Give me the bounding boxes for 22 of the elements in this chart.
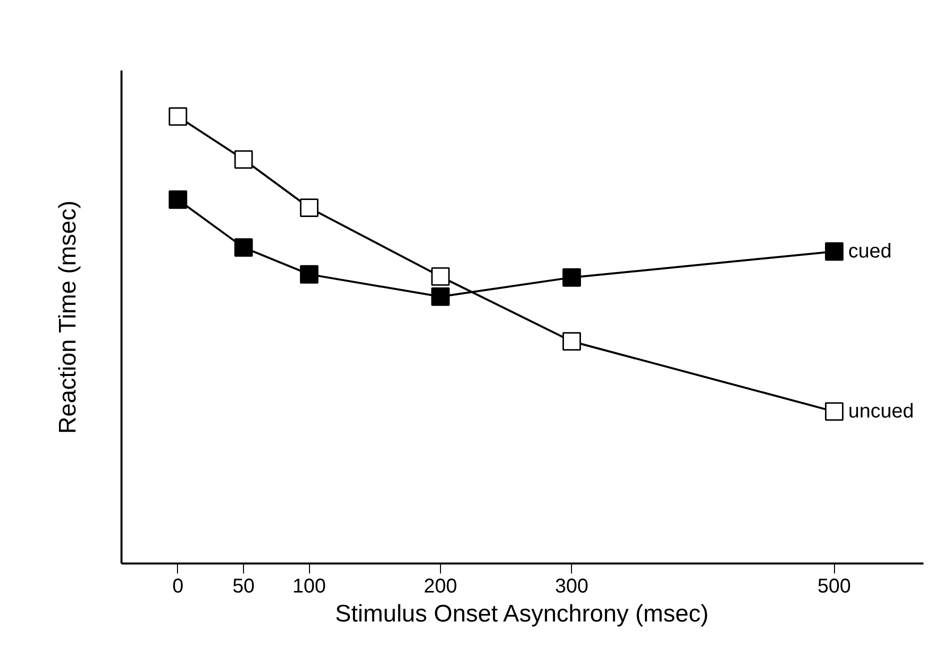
point	[431, 267, 450, 286]
x-tick-label: 300	[555, 576, 588, 598]
series-label: uncued	[848, 400, 914, 423]
point	[562, 332, 581, 351]
point	[300, 265, 318, 284]
point	[824, 242, 844, 261]
x-tick-label: 500	[818, 576, 851, 598]
series-label: cued	[848, 240, 892, 263]
point	[168, 190, 188, 209]
point	[234, 150, 253, 169]
x-tick-label: 0	[172, 576, 184, 598]
x-tick-label: 100	[292, 576, 326, 598]
point	[300, 198, 318, 217]
point	[168, 107, 188, 126]
y-axis-title: Reaction Time (msec)	[54, 200, 82, 434]
x-tick-label: 200	[424, 576, 458, 598]
point	[824, 402, 844, 421]
x-axis-title: Stimulus Onset Asynchrony (msec)	[335, 600, 709, 628]
x-tick-label: 50	[232, 576, 255, 598]
point	[431, 287, 450, 306]
point	[562, 268, 581, 287]
point	[234, 238, 253, 257]
